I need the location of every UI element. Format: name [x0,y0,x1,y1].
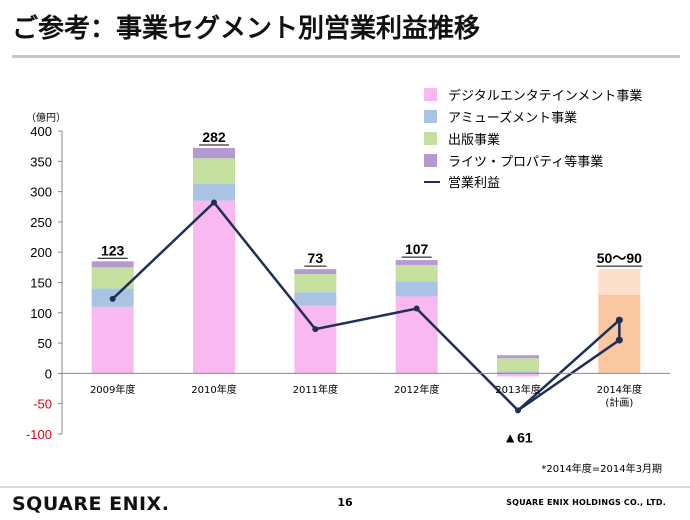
bar-segment [91,261,134,268]
data-label: 282 [202,129,226,145]
y-unit-label: （億円） [26,111,66,124]
bar-segment [91,306,134,374]
x-tick-label: 2011年度 [293,383,338,396]
legend-swatch [424,154,437,167]
bar-segment [294,269,337,275]
data-label: 107 [405,241,429,257]
plan-bar-high [598,269,641,295]
y-tick-label: 350 [30,154,52,169]
data-label: 50〜90 [597,250,642,266]
bar-segment [294,274,337,293]
y-tick-label: -50 [33,397,52,412]
bar-segment [193,183,235,201]
y-tick-label: 300 [30,185,52,200]
bar-segment [294,292,337,306]
title-divider [12,55,680,58]
x-tick-label: 2014年度 [597,383,642,396]
y-tick-label: 150 [30,276,52,291]
company-logo: SQUARE ENIX. [12,493,170,515]
segment-profit-chart: -100 -50 0 50 100 150 200 250 300 350 400（億円） 2009年… [26,88,670,445]
y-tick-label: 50 [38,336,52,351]
footnote: *2014年度=2014年3月期 [541,464,662,475]
bar-segment [395,260,438,265]
legend-swatch [424,110,437,123]
operating-income-plan-line [517,319,621,412]
legend-label: 営業利益 [448,175,500,191]
y-tick-label: 400 [30,124,52,139]
bar-segment [395,281,438,297]
operating-income-point [413,305,420,312]
y-tick-label: 250 [30,215,52,230]
operating-income-plan-line [517,339,621,412]
legend-swatch [424,132,437,145]
operating-income-point [312,326,319,333]
bar-segment [497,355,539,359]
data-label: 73 [308,250,324,266]
legend-label: ライツ・プロパティ等事業 [448,154,603,170]
bar-segment [395,264,438,282]
bar-segment [497,373,539,377]
data-label: 123 [101,242,125,258]
x-tick-label: 2013年度 [495,383,540,396]
x-tick-label: (計画) [605,396,633,409]
legend-label: 出版事業 [448,132,500,148]
y-tick-label: 200 [30,245,52,260]
bar-segment [497,371,539,374]
y-tick-label: -100 [26,427,52,442]
legend-swatch [424,88,437,101]
bar-segment [497,358,539,372]
operating-income-point [109,295,116,302]
legend-label: デジタルエンタテインメント事業 [448,88,642,104]
x-tick-label: 2012年度 [394,383,439,396]
page-title: ご参考：事業セグメント別営業利益推移 [12,14,481,44]
bar-segment [294,305,337,374]
footer: SQUARE ENIX. 16 SQUARE ENIX HOLDINGS CO.… [0,486,690,520]
x-tick-label: 2009年度 [90,383,135,396]
legend-label: アミューズメント事業 [448,110,577,126]
page-number: 16 [337,496,353,509]
company-name: SQUARE ENIX HOLDINGS CO., LTD. [506,498,666,507]
bar-segment [193,158,235,184]
y-tick-label: 100 [30,306,52,321]
data-label: ▲61 [503,429,533,445]
bar-segment [193,147,235,159]
x-tick-label: 2010年度 [191,383,236,396]
operating-income-point [211,199,217,206]
bar-segment [91,267,134,289]
bar-segment [193,200,235,374]
y-tick-label: 0 [45,366,52,381]
